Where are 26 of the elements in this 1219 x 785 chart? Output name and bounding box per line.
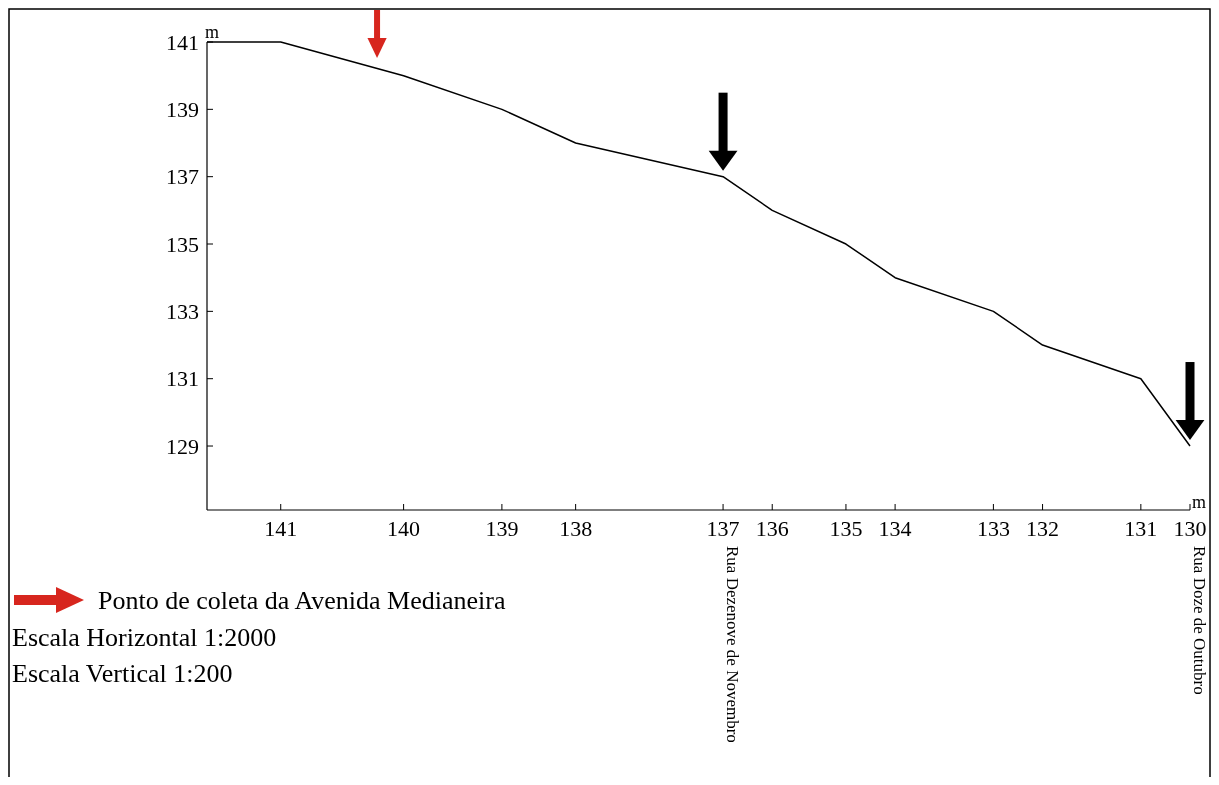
y-axis-title: m [205, 22, 220, 42]
y-tick-label: 139 [166, 97, 199, 123]
x-tick-label: 131 [1124, 516, 1158, 541]
x-tick-label: 139 [485, 516, 519, 541]
text: Ponto de coleta da Avenida Medianeira [98, 586, 506, 615]
y-tick-label: 135 [166, 231, 199, 257]
text: Escala Horizontal 1:2000 [12, 623, 277, 652]
text: Rua Doze de Outubro [1190, 546, 1209, 695]
y-tick-label: 141 [166, 29, 199, 55]
y-tick-label: 131 [166, 366, 199, 392]
x-tick-label: 140 [387, 516, 421, 541]
x-tick-label: 134 [878, 516, 912, 541]
text: Rua Dezenove de Novembro [723, 546, 743, 743]
x-tick-label: 133 [976, 516, 1010, 541]
x-tick-label: 132 [1026, 516, 1060, 541]
x-tick-label: 136 [755, 516, 789, 541]
y-tick-label: 129 [166, 433, 199, 459]
x-axis-title: m [1192, 492, 1207, 512]
x-tick-label: 138 [559, 516, 593, 541]
y-tick-label: 137 [166, 164, 199, 190]
text: Escala Vertical 1:200 [12, 659, 233, 688]
x-tick-label: 141 [264, 516, 298, 541]
x-tick-label: 137 [706, 516, 740, 541]
x-tick-label: 135 [829, 516, 863, 541]
x-tick-label: 130 [1173, 516, 1207, 541]
y-tick-label: 133 [166, 299, 199, 325]
